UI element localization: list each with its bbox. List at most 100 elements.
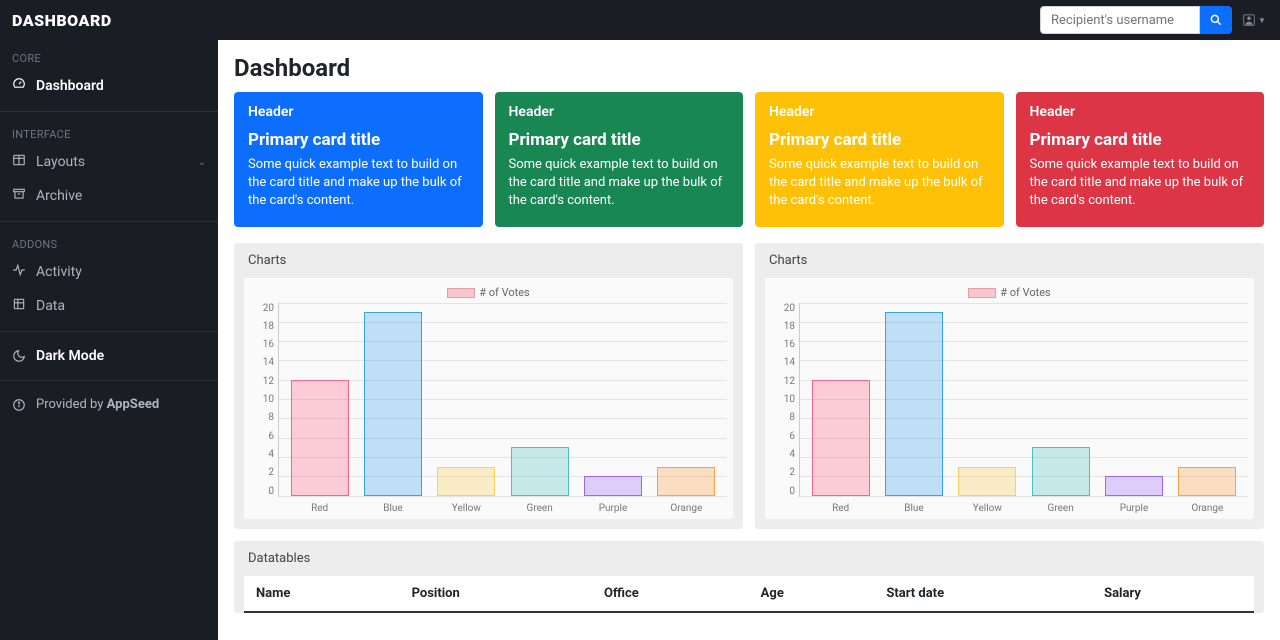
chart-bar <box>364 312 422 495</box>
y-tick-label: 8 <box>771 412 795 423</box>
x-tick-label: Blue <box>885 503 943 514</box>
plot-area: RedBlueYellowGreenPurpleOrange <box>278 303 727 497</box>
table-header[interactable]: Salary <box>1092 576 1254 612</box>
table-header[interactable]: Age <box>749 576 875 612</box>
sidebar-item-data[interactable]: Data <box>0 289 218 323</box>
y-tick-label: 20 <box>250 303 274 314</box>
topbar: DASHBOARD ▼ <box>0 0 1280 40</box>
x-tick-label: Blue <box>364 503 422 514</box>
chart-panel-left: Charts # of Votes 20181614121086420 RedB… <box>234 243 743 529</box>
cards-row: Header Primary card title Some quick exa… <box>218 92 1280 243</box>
table-header[interactable]: Office <box>592 576 749 612</box>
chart-bar <box>657 467 715 496</box>
y-tick-label: 4 <box>250 449 274 460</box>
chevron-down-icon: ▼ <box>1258 16 1266 25</box>
user-menu[interactable]: ▼ <box>1240 6 1268 34</box>
card-text: Some quick example text to build on the … <box>1030 156 1251 211</box>
x-tick-label: Purple <box>1105 503 1163 514</box>
sidebar-item-label: Data <box>36 298 65 314</box>
section-label: INTERFACE <box>0 120 218 145</box>
x-tick-label: Green <box>1032 503 1090 514</box>
x-tick-label: Red <box>812 503 870 514</box>
legend-swatch <box>968 288 996 298</box>
card-text: Some quick example text to build on the … <box>509 156 730 211</box>
y-tick-label: 0 <box>771 486 795 497</box>
brand-logo[interactable]: DASHBOARD <box>12 11 112 30</box>
search-button[interactable] <box>1200 6 1232 34</box>
x-tick-label: Yellow <box>958 503 1016 514</box>
x-axis: Red Blue Yellow Green Purple Orange <box>800 503 1248 514</box>
chart-bar <box>511 447 569 495</box>
sidebar-item-label: Layouts <box>36 154 85 170</box>
card-title: Primary card title <box>248 130 469 150</box>
chart-bar <box>1105 476 1163 495</box>
chart-bar <box>291 380 349 496</box>
x-tick-label: Red <box>291 503 349 514</box>
chart-bar <box>812 380 870 496</box>
dark-mode-label: Dark Mode <box>36 348 104 364</box>
card-text: Some quick example text to build on the … <box>248 156 469 211</box>
legend-swatch <box>447 288 475 298</box>
table-header[interactable]: Name <box>244 576 400 612</box>
card-header: Header <box>769 104 990 120</box>
search-input[interactable] <box>1040 6 1200 34</box>
chevron-down-icon: ⌄ <box>198 157 206 168</box>
chart-bar <box>1178 467 1236 496</box>
y-tick-label: 6 <box>250 431 274 442</box>
table-header[interactable]: Start date <box>874 576 1092 612</box>
data-icon <box>12 297 26 315</box>
chart-bar <box>1032 447 1090 495</box>
tachometer-icon <box>12 77 26 95</box>
y-tick-label: 6 <box>771 431 795 442</box>
moon-icon <box>12 349 26 363</box>
section-label: ADDONS <box>0 230 218 255</box>
chart-legend: # of Votes <box>771 284 1248 303</box>
chart-panel-title: Charts <box>234 243 743 278</box>
y-tick-label: 2 <box>771 467 795 478</box>
table-header[interactable]: Position <box>400 576 592 612</box>
user-icon <box>1242 13 1256 27</box>
chart-bar <box>885 312 943 495</box>
y-tick-label: 16 <box>250 339 274 350</box>
y-axis: 20181614121086420 <box>250 303 278 513</box>
y-axis: 20181614121086420 <box>771 303 799 513</box>
sidebar-footer[interactable]: Provided by AppSeed <box>0 389 218 420</box>
y-tick-label: 16 <box>771 339 795 350</box>
activity-icon <box>12 263 26 281</box>
footer-brand: AppSeed <box>107 397 160 412</box>
y-tick-label: 18 <box>250 321 274 332</box>
chart-panel-title: Charts <box>755 243 1264 278</box>
y-tick-label: 18 <box>771 321 795 332</box>
y-tick-label: 0 <box>250 486 274 497</box>
y-tick-label: 8 <box>250 412 274 423</box>
charts-row: Charts # of Votes 20181614121086420 RedB… <box>218 243 1280 541</box>
chart-bar <box>437 467 495 496</box>
plot-area: RedBlueYellowGreenPurpleOrange <box>799 303 1248 497</box>
x-axis: RedBlueYellowGreenPurpleOrange <box>279 503 727 514</box>
search-icon <box>1209 13 1223 27</box>
x-tick-label: Orange <box>1178 503 1236 514</box>
y-tick-label: 2 <box>250 467 274 478</box>
main-content: Dashboard Header Primary card title Some… <box>218 40 1280 640</box>
y-tick-label: 10 <box>250 394 274 405</box>
y-tick-label: 10 <box>771 394 795 405</box>
dark-mode-toggle[interactable]: Dark Mode <box>0 340 218 372</box>
datatable-panel-title: Datatables <box>234 541 1264 576</box>
y-tick-label: 14 <box>771 357 795 368</box>
y-tick-label: 4 <box>771 449 795 460</box>
sidebar-item-archive[interactable]: Archive <box>0 179 218 213</box>
y-tick-label: 12 <box>771 376 795 387</box>
sidebar-item-label: Archive <box>36 188 82 204</box>
stat-card: Header Primary card title Some quick exa… <box>1016 92 1265 227</box>
page-title: Dashboard <box>218 40 1280 92</box>
sidebar-item-activity[interactable]: Activity <box>0 255 218 289</box>
columns-icon <box>12 153 26 171</box>
card-header: Header <box>1030 104 1251 120</box>
search-form <box>1040 6 1232 34</box>
y-tick-label: 12 <box>250 376 274 387</box>
sidebar-item-layouts[interactable]: Layouts ⌄ <box>0 145 218 179</box>
card-header: Header <box>509 104 730 120</box>
chart-legend: # of Votes <box>250 284 727 303</box>
stat-card: Header Primary card title Some quick exa… <box>234 92 483 227</box>
sidebar-item-dashboard[interactable]: Dashboard <box>0 69 218 103</box>
